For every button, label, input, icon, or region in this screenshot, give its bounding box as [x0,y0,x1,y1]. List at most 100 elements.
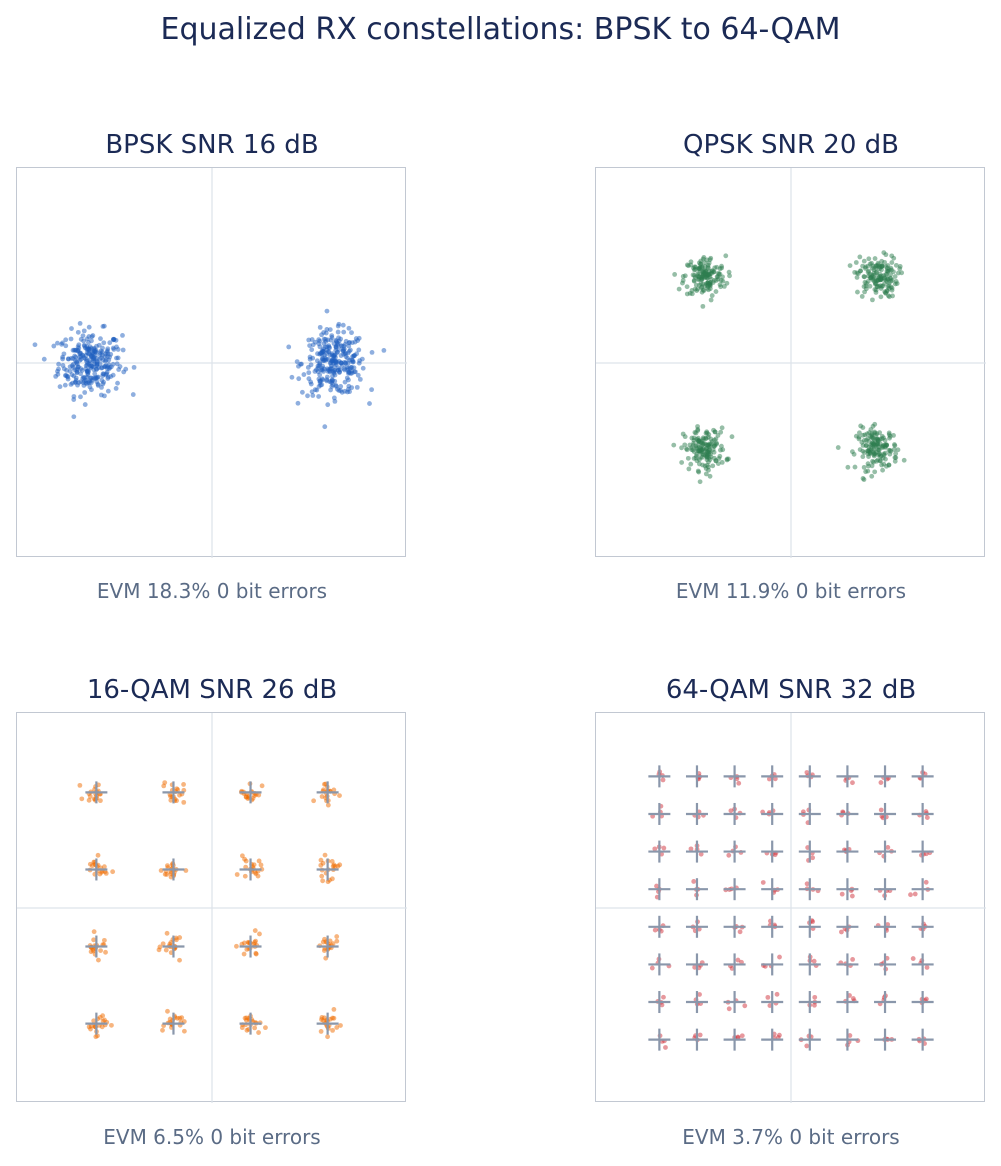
constellation-point [705,265,711,271]
constellation-point [760,880,766,885]
constellation-point [682,442,688,448]
ideal-symbol-marker [316,935,339,958]
constellation-point [886,285,892,291]
constellation-point [696,274,702,280]
constellation-point [697,266,703,272]
constellation-point [697,479,703,485]
ideal-symbol-marker [648,915,671,938]
constellation-point [51,343,57,349]
constellation-point [90,350,96,356]
constellation-point [350,358,355,363]
constellation-point [886,430,892,436]
ideal-symbol-marker [648,1028,671,1051]
constellation-point [889,267,894,273]
constellation-point [335,365,341,371]
constellation-point [115,347,121,352]
constellation-point [305,365,311,370]
constellation-point [253,950,259,956]
constellation-point [98,798,103,804]
constellation-point [901,457,907,463]
constellation-point [56,361,62,367]
constellation-point [649,965,655,971]
constellation-point [718,277,724,283]
constellation-point [310,393,316,398]
constellation-point [90,356,96,361]
constellation-point [91,1018,97,1024]
constellation-point [692,964,698,970]
constellation-point [98,365,104,371]
panel-bpsk [16,167,407,558]
constellation-point [852,464,858,470]
constellation-point [381,347,387,353]
constellation-point [859,294,865,299]
ideal-symbol-marker [685,878,708,901]
constellation-point [718,284,724,290]
constellation-point [839,891,845,897]
ideal-symbol-marker [685,840,708,863]
constellation-point [345,389,350,395]
constellation-point [322,852,328,858]
constellation-point [878,807,884,813]
constellation-point [318,378,323,384]
constellation-point [69,326,74,331]
constellation-point [774,991,780,997]
constellation-point [352,339,358,345]
constellation-point [870,277,876,282]
constellation-point [333,354,338,360]
constellation-point [868,442,874,448]
ideal-symbol-marker [648,878,671,901]
constellation-point [110,336,116,342]
constellation-point [698,851,704,857]
ideal-symbol-marker [239,781,262,804]
constellation-point [729,434,735,440]
constellation-point [872,280,878,286]
constellation-point [724,280,730,286]
constellation-point [893,451,899,457]
constellation-point [319,332,324,338]
constellation-point [897,264,903,269]
constellation-point [312,387,318,393]
constellation-point [165,863,170,869]
constellation-point [78,394,83,400]
constellation-point [160,941,166,947]
constellation-point [100,349,105,355]
constellation-point [679,445,684,451]
constellation-point [331,1015,337,1021]
constellation-point [91,937,97,943]
constellation-point [726,269,732,275]
constellation-point [908,892,913,898]
constellation-point [240,853,245,859]
constellation-point [687,442,693,448]
constellation-point [71,414,77,420]
constellation-point [345,367,351,373]
constellation-point [76,342,82,348]
constellation-point [98,948,103,953]
constellation-point [710,463,716,469]
constellation-point [55,340,60,346]
constellation-point [115,380,120,386]
constellation-point [165,1008,170,1014]
constellation-point [686,263,691,269]
ideal-symbol-marker [911,878,934,901]
constellation-point [922,771,928,777]
ideal-symbol-marker [911,1028,934,1051]
constellation-point [88,346,94,351]
constellation-point [84,346,90,352]
constellation-point [697,1032,703,1038]
constellation-point [855,289,860,295]
constellation-point [767,1003,773,1008]
constellation-point [694,458,700,464]
constellation-point [706,447,712,453]
constellation-point [92,376,98,382]
constellation-point [158,868,164,873]
constellation-point [101,340,107,346]
ideal-symbol-marker [836,802,859,825]
constellation-point [343,360,348,366]
constellation-point [234,943,239,949]
constellation-point [94,358,100,364]
constellation-point [354,384,360,390]
constellation-point [91,929,97,935]
constellation-point [131,364,137,370]
constellation-point [108,364,114,370]
constellation-point [726,852,732,858]
